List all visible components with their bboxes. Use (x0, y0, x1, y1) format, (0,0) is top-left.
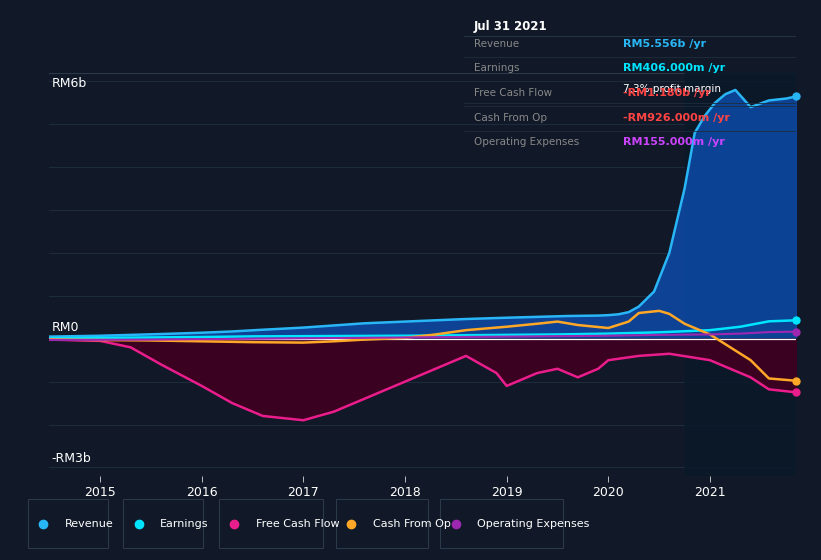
FancyBboxPatch shape (28, 499, 108, 548)
Text: RM406.000m /yr: RM406.000m /yr (623, 63, 726, 73)
Text: Cash From Op: Cash From Op (373, 519, 451, 529)
FancyBboxPatch shape (123, 499, 204, 548)
FancyBboxPatch shape (440, 499, 563, 548)
Text: Cash From Op: Cash From Op (474, 114, 547, 123)
FancyBboxPatch shape (218, 499, 323, 548)
Text: -RM926.000m /yr: -RM926.000m /yr (623, 114, 731, 123)
Text: -RM1.180b /yr: -RM1.180b /yr (623, 88, 711, 98)
Text: Operating Expenses: Operating Expenses (477, 519, 589, 529)
Text: Revenue: Revenue (65, 519, 113, 529)
Text: Free Cash Flow: Free Cash Flow (255, 519, 339, 529)
Text: Operating Expenses: Operating Expenses (474, 137, 579, 147)
Text: RM155.000m /yr: RM155.000m /yr (623, 137, 725, 147)
Text: -RM3b: -RM3b (51, 452, 91, 465)
Text: RM6b: RM6b (51, 77, 86, 90)
Bar (685, 73, 796, 476)
Text: Free Cash Flow: Free Cash Flow (474, 88, 552, 98)
Text: Revenue: Revenue (474, 39, 519, 49)
FancyBboxPatch shape (336, 499, 428, 548)
Text: RM0: RM0 (51, 321, 79, 334)
Text: 7.3% profit margin: 7.3% profit margin (623, 84, 722, 94)
Text: RM5.556b /yr: RM5.556b /yr (623, 39, 707, 49)
Text: Earnings: Earnings (160, 519, 209, 529)
Text: Earnings: Earnings (474, 63, 520, 73)
Text: Jul 31 2021: Jul 31 2021 (474, 20, 548, 33)
